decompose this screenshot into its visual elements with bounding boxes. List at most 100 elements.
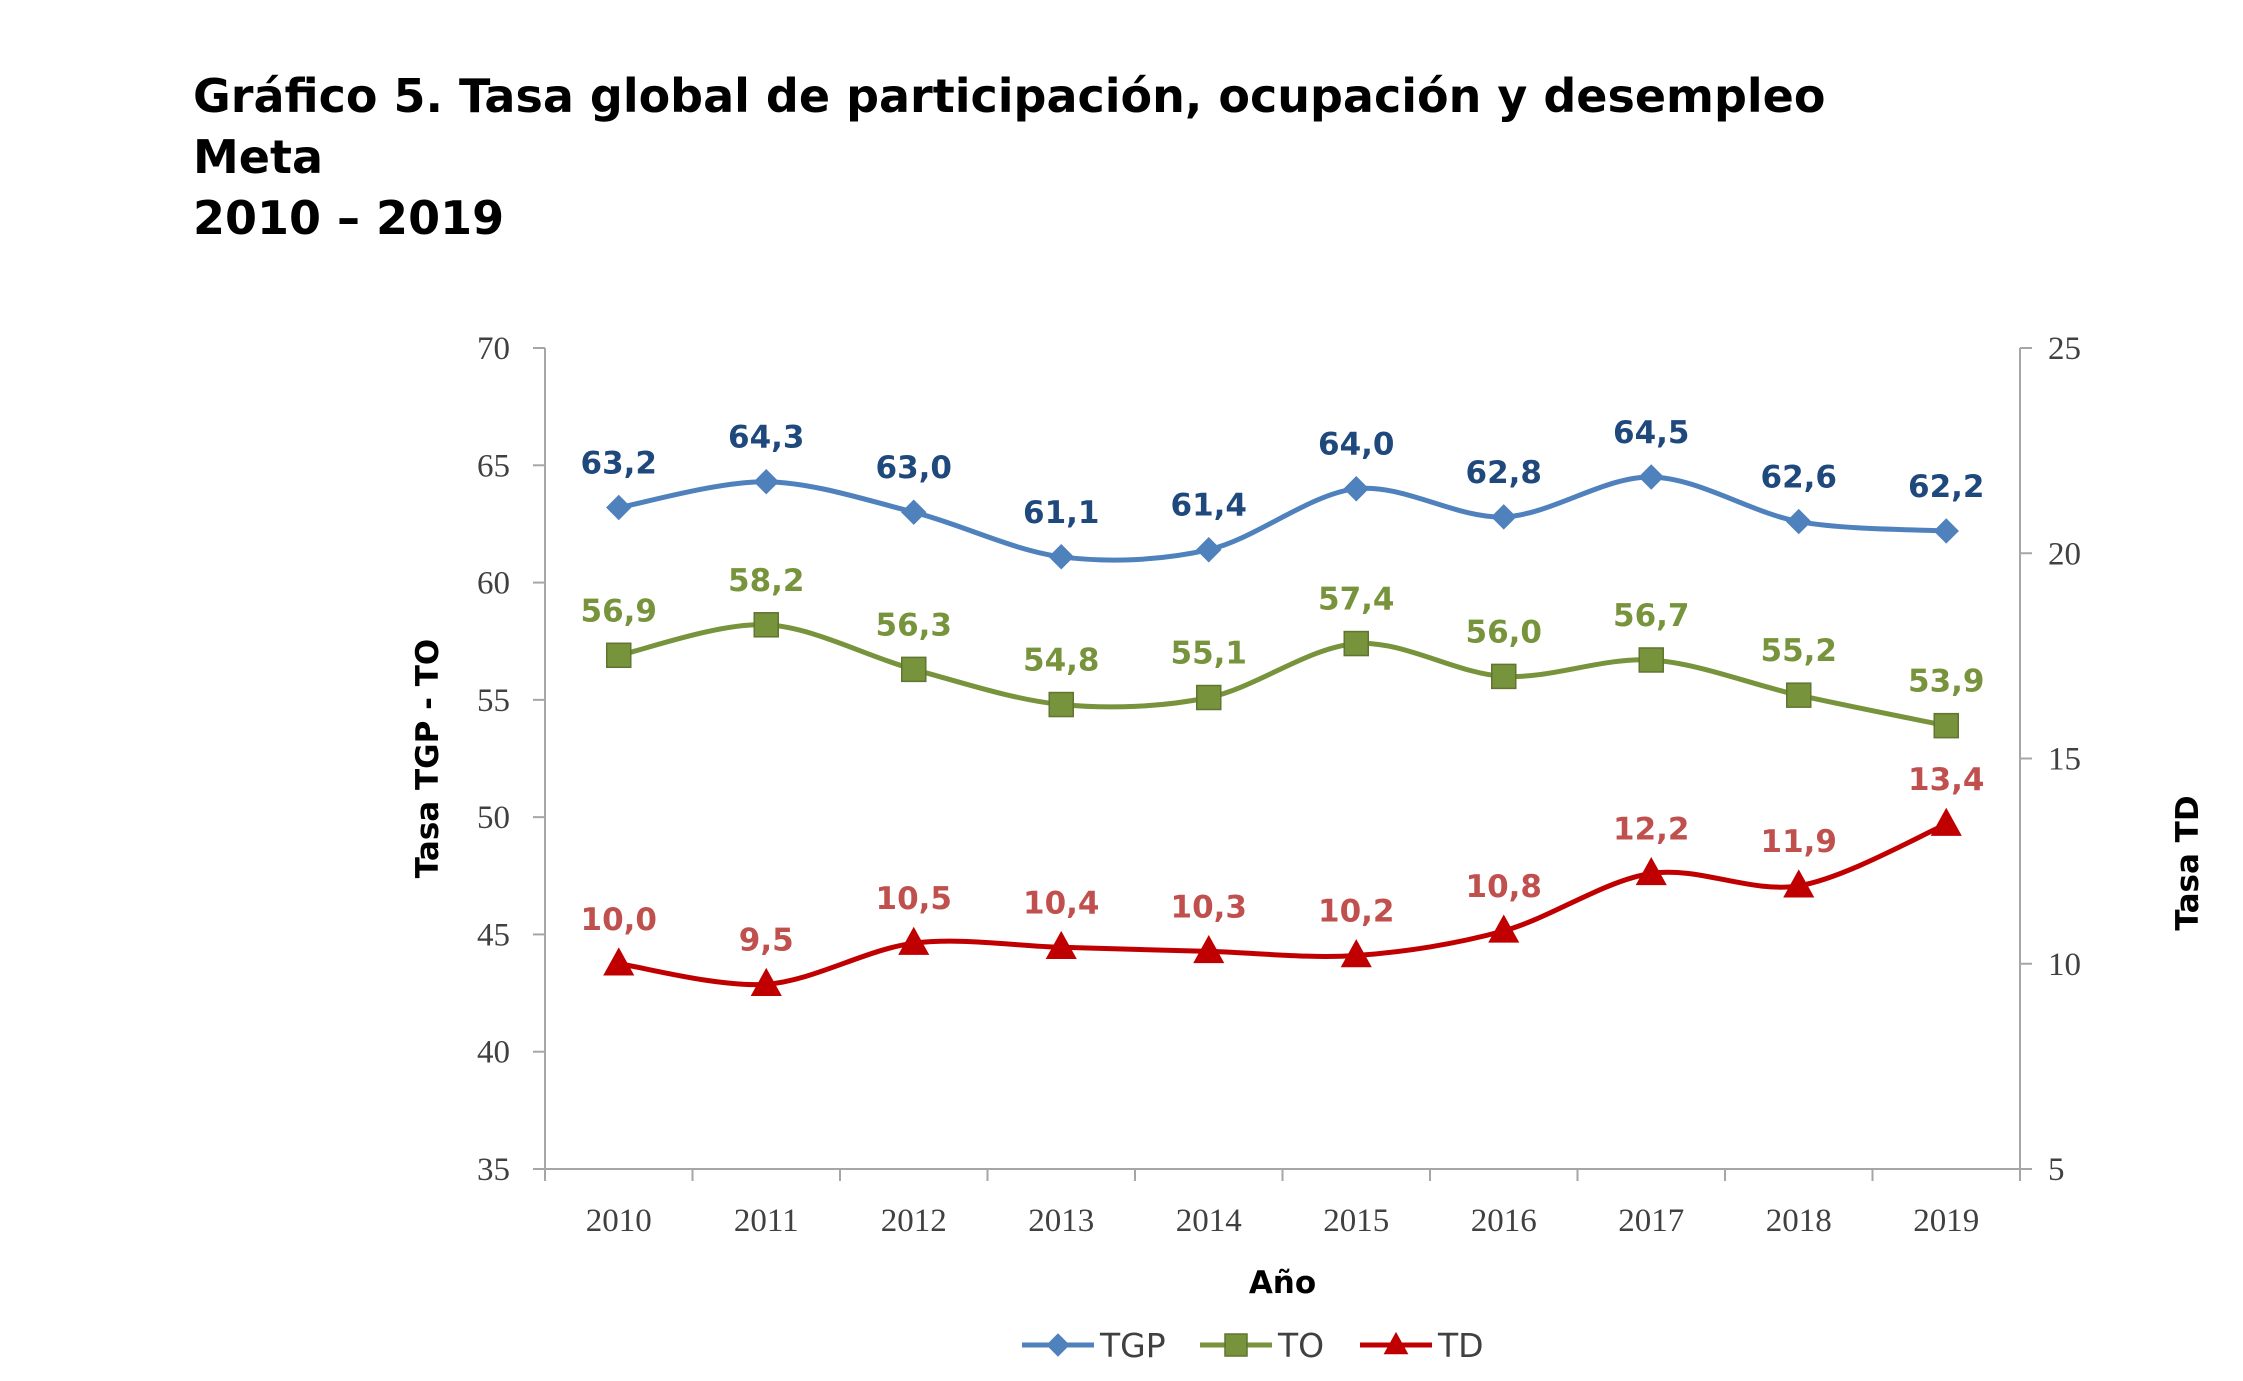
y-tick-label-left: 65 bbox=[477, 448, 510, 484]
data-label-td: 10,0 bbox=[581, 902, 658, 938]
data-point-to bbox=[1786, 682, 1812, 708]
x-tick-label: 2014 bbox=[1176, 1203, 1242, 1239]
legend-marker-tgp bbox=[1046, 1333, 1070, 1357]
data-label-td: 12,2 bbox=[1613, 811, 1690, 847]
data-point-tgp bbox=[1048, 544, 1074, 570]
data-label-tgp: 61,4 bbox=[1171, 488, 1248, 524]
data-label-td: 9,5 bbox=[739, 922, 794, 958]
data-point-td bbox=[1045, 930, 1077, 960]
y-tick-label-right: 20 bbox=[2048, 536, 2081, 572]
data-label-tgp: 62,2 bbox=[1908, 469, 1985, 505]
chart-title-line-2: Meta bbox=[193, 130, 324, 184]
data-label-td: 10,8 bbox=[1466, 869, 1543, 905]
y-tick-label-left: 35 bbox=[477, 1152, 510, 1188]
data-label-to: 57,4 bbox=[1318, 582, 1395, 618]
x-tick-label: 2011 bbox=[734, 1203, 799, 1239]
data-label-to: 56,9 bbox=[581, 593, 658, 629]
legend-marker-to bbox=[1224, 1333, 1248, 1357]
data-label-tgp: 62,6 bbox=[1761, 460, 1838, 496]
x-tick-label: 2013 bbox=[1028, 1203, 1094, 1239]
data-point-td bbox=[1488, 914, 1520, 943]
data-point-tgp bbox=[1933, 518, 1959, 544]
data-point-tgp bbox=[1343, 476, 1369, 502]
data-point-tgp bbox=[606, 494, 632, 521]
data-point-td bbox=[603, 947, 635, 976]
y-tick-label-right: 15 bbox=[2048, 742, 2081, 778]
x-tick-label: 2017 bbox=[1618, 1203, 1684, 1239]
data-point-td bbox=[1930, 807, 1962, 836]
data-label-tgp: 63,2 bbox=[581, 446, 658, 482]
data-point-td bbox=[898, 926, 930, 955]
legend-label-to: TO bbox=[1277, 1326, 1324, 1365]
chart-title: Gráfico 5. Tasa global de participación,… bbox=[193, 66, 1825, 249]
chart-title-line-1: Gráfico 5. Tasa global de participación,… bbox=[193, 69, 1826, 123]
data-label-to: 56,7 bbox=[1613, 598, 1690, 634]
series-line-tgp bbox=[616, 474, 1949, 563]
data-point-to bbox=[1933, 712, 1959, 739]
data-label-td: 10,4 bbox=[1023, 885, 1100, 921]
data-label-tgp: 61,1 bbox=[1023, 495, 1100, 531]
data-point-td bbox=[1193, 935, 1225, 964]
x-tick-label: 2015 bbox=[1323, 1203, 1389, 1239]
data-point-td bbox=[1635, 857, 1667, 886]
data-label-to: 54,8 bbox=[1023, 643, 1100, 679]
x-tick-label: 2016 bbox=[1471, 1203, 1537, 1239]
data-label-td: 13,4 bbox=[1908, 762, 1985, 798]
data-point-td bbox=[1783, 869, 1815, 898]
data-label-to: 56,0 bbox=[1466, 614, 1543, 650]
series-line-to bbox=[616, 622, 1949, 729]
data-point-tgp bbox=[1786, 508, 1812, 535]
chart-title-line-3: 2010 – 2019 bbox=[193, 191, 505, 245]
data-point-to bbox=[1343, 630, 1369, 657]
data-label-tgp: 64,5 bbox=[1613, 415, 1690, 451]
data-point-to bbox=[1638, 647, 1664, 673]
y-tick-label-right: 25 bbox=[2048, 331, 2081, 367]
data-point-tgp bbox=[753, 468, 779, 495]
data-point-td bbox=[1340, 939, 1372, 968]
y-tick-label-left: 40 bbox=[477, 1035, 510, 1071]
data-label-td: 11,9 bbox=[1761, 824, 1838, 860]
data-label-tgp: 63,0 bbox=[876, 450, 953, 486]
data-label-to: 56,3 bbox=[876, 607, 953, 643]
data-label-td: 10,5 bbox=[876, 881, 953, 917]
y-tick-label-left: 50 bbox=[477, 800, 510, 836]
y-axis-title-right: Tasa TD bbox=[2170, 795, 2206, 930]
data-point-to bbox=[753, 612, 779, 638]
legend-marker-td bbox=[1383, 1331, 1409, 1355]
data-label-tgp: 64,0 bbox=[1318, 427, 1395, 463]
data-label-tgp: 62,8 bbox=[1466, 455, 1543, 491]
data-label-to: 55,1 bbox=[1171, 636, 1248, 672]
x-tick-label: 2010 bbox=[586, 1203, 652, 1239]
y-tick-label-left: 60 bbox=[477, 566, 510, 602]
legend-label-tgp: TGP bbox=[1099, 1326, 1166, 1365]
data-point-to bbox=[1491, 663, 1517, 690]
x-tick-label: 2012 bbox=[881, 1203, 947, 1239]
data-point-to bbox=[1196, 684, 1222, 711]
x-tick-label: 2019 bbox=[1913, 1203, 1979, 1239]
data-label-to: 58,2 bbox=[728, 563, 805, 599]
y-tick-label-right: 10 bbox=[2048, 947, 2081, 983]
data-point-to bbox=[606, 642, 632, 669]
data-label-tgp: 64,3 bbox=[728, 420, 805, 456]
series-line-td bbox=[616, 821, 1949, 988]
x-tick-label: 2018 bbox=[1766, 1203, 1832, 1239]
y-tick-label-left: 55 bbox=[477, 683, 510, 719]
data-point-to bbox=[1048, 691, 1074, 718]
y-tick-label-left: 70 bbox=[477, 331, 510, 367]
y-tick-label-right: 5 bbox=[2048, 1152, 2065, 1188]
x-axis-title: Año bbox=[1249, 1265, 1316, 1301]
data-point-td bbox=[750, 967, 782, 996]
data-label-to: 53,9 bbox=[1908, 664, 1985, 700]
y-axis-title-left: Tasa TGP - TO bbox=[410, 639, 446, 879]
data-label-td: 10,2 bbox=[1318, 894, 1395, 930]
y-tick-label-left: 45 bbox=[477, 917, 510, 953]
data-point-tgp bbox=[1491, 504, 1517, 530]
data-point-tgp bbox=[901, 499, 927, 525]
data-label-to: 55,2 bbox=[1761, 633, 1838, 669]
legend-label-td: TD bbox=[1437, 1326, 1484, 1365]
data-point-tgp bbox=[1196, 537, 1222, 563]
data-point-to bbox=[901, 656, 927, 683]
data-point-tgp bbox=[1638, 464, 1664, 490]
data-label-td: 10,3 bbox=[1171, 889, 1248, 925]
